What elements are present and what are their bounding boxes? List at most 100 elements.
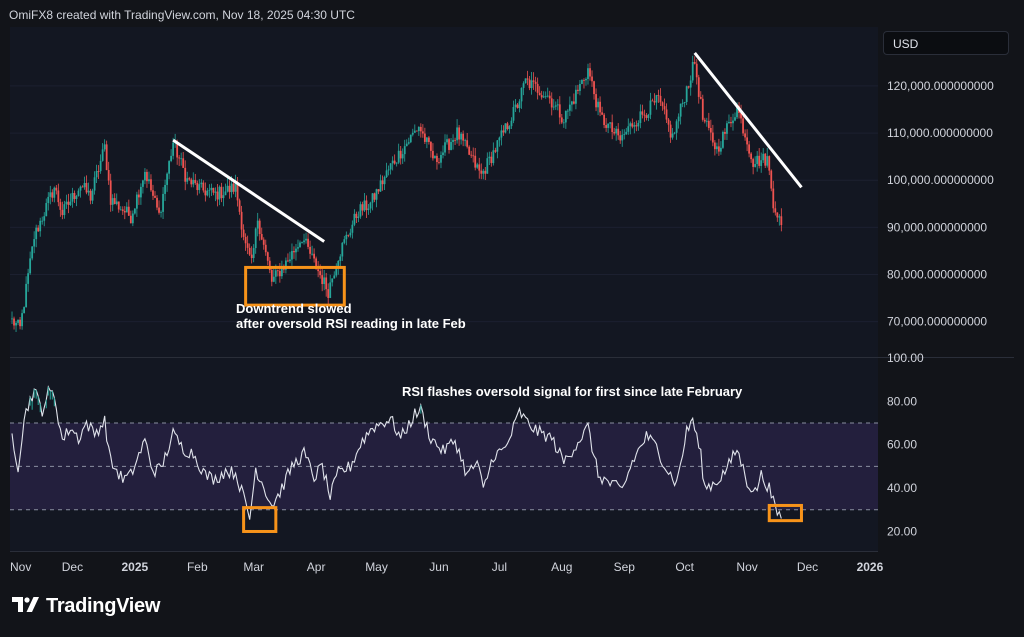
candle-body (154, 195, 156, 198)
candle-body (85, 182, 88, 193)
candle-body (278, 271, 281, 277)
candle-body (49, 192, 52, 197)
candle-body (486, 158, 489, 174)
candle-body (657, 95, 660, 96)
tradingview-logo[interactable]: TradingView (12, 595, 160, 618)
candle-body (401, 154, 404, 159)
candle-body (647, 114, 650, 118)
candle-body (268, 260, 271, 271)
candle-body (548, 95, 551, 99)
candle-body (89, 190, 92, 201)
candle-body (31, 246, 34, 259)
candle-body (196, 182, 199, 191)
candle-body (387, 169, 390, 171)
chart-header: OmiFX8 created with TradingView.com, Nov… (9, 8, 355, 22)
price-trendline-early (172, 138, 326, 243)
candle-body (766, 156, 769, 166)
candle-body (341, 242, 344, 257)
candle-body (752, 159, 755, 167)
candle-body (575, 89, 577, 104)
candle-body (534, 81, 537, 84)
candle-body (162, 193, 164, 212)
candle-body (732, 120, 734, 124)
candle-body (222, 195, 225, 199)
candle-body (776, 212, 779, 218)
candle-body (393, 160, 396, 164)
candle-body (603, 114, 606, 126)
candle-body (41, 220, 44, 222)
candle-body (349, 232, 352, 236)
candle-body (105, 144, 108, 171)
candle-body (353, 213, 356, 225)
candle-body (774, 208, 777, 213)
candle-body (343, 239, 346, 243)
candle-body (538, 92, 541, 96)
candle-body (285, 260, 287, 270)
candle-body (69, 201, 72, 205)
candle-body (655, 95, 658, 103)
candle-body (627, 126, 630, 132)
candle-body (363, 200, 366, 211)
candle-body (413, 130, 416, 133)
candle-body (409, 134, 412, 143)
candle-body (337, 260, 340, 268)
candle-body (504, 123, 507, 133)
candle-body (13, 318, 15, 326)
candle-body (256, 220, 259, 229)
candle-body (585, 78, 587, 81)
candle-body (315, 258, 318, 270)
candle-body (367, 208, 370, 211)
candle-body (75, 196, 78, 199)
candle-body (325, 277, 328, 290)
candle-body (520, 87, 523, 102)
candle-body (595, 94, 597, 108)
candle-body (544, 96, 547, 98)
candle-body (546, 95, 549, 97)
candle-body (532, 80, 535, 82)
candle-body (705, 120, 708, 122)
candle-body (494, 150, 497, 152)
candle-body (210, 187, 213, 190)
price-annotation-line2: after oversold RSI reading in late Feb (236, 316, 466, 331)
time-tick-label: Nov (736, 560, 757, 574)
candle-body (361, 204, 364, 211)
candle-body (77, 190, 80, 197)
candle-body (248, 247, 251, 255)
candle-body (770, 170, 773, 189)
candle-body (381, 180, 384, 185)
candle-body (160, 211, 162, 213)
price-annotation-line1: Downtrend slowed (236, 301, 352, 316)
time-tick-label: Mar (243, 560, 264, 574)
time-tick-label: Sep (614, 560, 636, 574)
candle-body (270, 270, 273, 282)
price-tick-label: 70,000.000000000 (887, 315, 987, 329)
candle-body (407, 142, 410, 144)
candle-body (37, 227, 40, 232)
candle-body (176, 141, 179, 158)
candle-body (236, 182, 239, 201)
candle-body (395, 162, 398, 164)
candle-body (550, 98, 553, 108)
currency-button[interactable]: USD (883, 31, 1009, 55)
candle-body (226, 185, 229, 192)
candle-body (746, 137, 748, 145)
candle-body (502, 130, 505, 133)
candle-body (250, 254, 253, 259)
candle-body (564, 110, 567, 123)
candle-body (385, 170, 388, 178)
candle-body (228, 185, 231, 193)
candle-body (641, 111, 644, 115)
candle-body (123, 210, 126, 213)
candle-body (528, 79, 531, 89)
candle-body (490, 156, 493, 164)
candle-body (514, 104, 517, 108)
candle-body (425, 137, 428, 142)
candle-body (383, 177, 386, 185)
candle-body (542, 96, 545, 98)
candle-body (323, 277, 326, 285)
candle-body (430, 142, 432, 151)
candle-body (446, 139, 448, 143)
candle-body (146, 171, 148, 182)
candle-body (168, 161, 170, 174)
candle-body (220, 186, 223, 199)
